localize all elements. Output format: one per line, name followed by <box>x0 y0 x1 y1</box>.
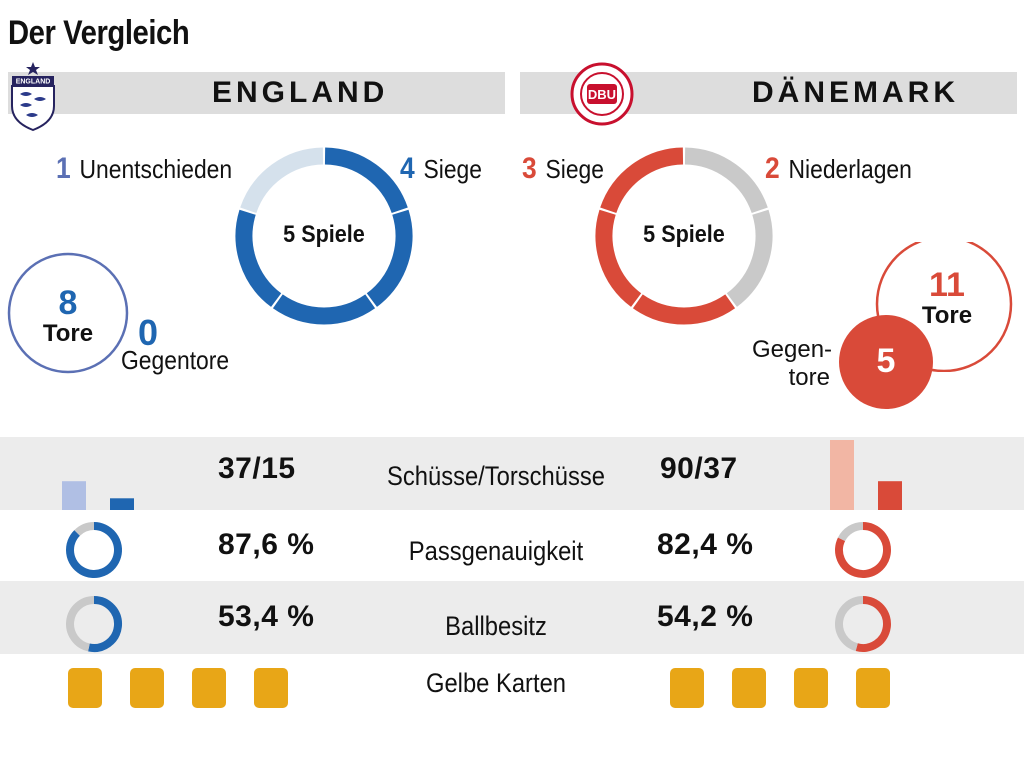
denmark-losses-text: Niederlagen <box>788 154 912 184</box>
england-draws-label: 1 Unentschieden <box>56 152 232 186</box>
denmark-shots-bars <box>830 440 902 510</box>
denmark-win-segment <box>600 147 684 214</box>
denmark-loss-segment <box>684 147 768 214</box>
england-pass-rest-arc <box>74 522 95 536</box>
denmark-goals-label: Tore <box>921 302 973 329</box>
england-possession-value: 53,4 % <box>218 600 315 633</box>
denmark-losses-value: 2 <box>765 152 780 185</box>
england-win-segment <box>366 209 413 307</box>
denmark-win-segment <box>595 209 642 307</box>
england-goals-label: Tore <box>42 320 94 347</box>
england-pass-donut <box>66 522 122 578</box>
denmark-loss-segment <box>726 209 773 307</box>
england-yellow-card <box>254 668 288 708</box>
england-conceded-label: Gegentore <box>121 345 230 375</box>
denmark-crest-logo: DBU <box>570 62 634 126</box>
england-draw-segment <box>240 147 324 214</box>
england-wins-value: 4 <box>400 152 415 185</box>
england-possession-share-arc <box>88 596 122 652</box>
england-header-bar <box>8 72 505 114</box>
denmark-shots-value: 90/37 <box>660 452 738 485</box>
denmark-possession-share-arc <box>855 596 891 652</box>
denmark-win-segment <box>632 294 736 325</box>
denmark-possession-value: 54,2 % <box>657 600 754 633</box>
england-yellow-card <box>130 668 164 708</box>
england-win-segment <box>272 294 376 325</box>
england-shots-bars <box>62 481 134 510</box>
denmark-yellow-card <box>794 668 828 708</box>
england-draws-text: Unentschieden <box>79 154 233 184</box>
possession-label: Ballbesitz <box>445 611 547 641</box>
denmark-yellow-card <box>732 668 766 708</box>
england-ring-center-label: 5 Spiele <box>283 221 365 248</box>
denmark-pass-value: 82,4 % <box>657 528 754 561</box>
england-team-name: ENGLAND <box>212 76 389 109</box>
denmark-wins-value: 3 <box>522 152 537 185</box>
england-shots-value: 37/15 <box>218 452 296 485</box>
denmark-record-ring <box>595 147 773 325</box>
england-crest-text: ENGLAND <box>16 79 51 86</box>
england-wins-label: 4 Siege <box>400 152 482 186</box>
page-title: Der Vergleich <box>8 14 190 52</box>
denmark-shots-on-target-bar <box>878 481 902 510</box>
england-conceded-value: 0 <box>138 312 159 353</box>
england-shots-on-target-bar <box>110 498 134 510</box>
pass-label: Passgenauigkeit <box>408 536 584 566</box>
denmark-yellow-card <box>856 668 890 708</box>
denmark-shots-bar <box>830 440 854 510</box>
denmark-pass-share-arc <box>835 522 891 578</box>
england-yellow-card <box>68 668 102 708</box>
denmark-yellow-card <box>670 668 704 708</box>
denmark-losses-label: 2 Niederlagen <box>765 152 912 186</box>
denmark-wins-text: Siege <box>545 154 605 184</box>
england-win-segment <box>235 209 282 307</box>
england-possession-donut <box>66 596 122 652</box>
denmark-pass-rest-arc <box>837 522 864 542</box>
england-wins-text: Siege <box>423 154 483 184</box>
denmark-goals-value: 11 <box>929 266 965 304</box>
england-pass-share-arc <box>66 522 122 578</box>
england-pass-value: 87,6 % <box>218 528 315 561</box>
england-crest-logo: ENGLAND <box>11 62 55 132</box>
england-goals-value: 8 <box>58 284 78 322</box>
denmark-conceded-label-line2: tore <box>788 364 830 391</box>
denmark-conceded-label-line1: Gegen- <box>752 336 833 363</box>
shots-label: Schüsse/Torschüsse <box>387 461 605 491</box>
denmark-conceded-circle <box>839 315 933 409</box>
england-record-ring <box>235 147 413 325</box>
england-possession-rest-arc <box>66 596 95 652</box>
denmark-possession-rest-arc <box>835 596 864 652</box>
denmark-team-name: DÄNEMARK <box>752 76 959 109</box>
denmark-conceded-value: 5 <box>876 342 896 380</box>
denmark-conceded-label: Gegen- tore <box>752 336 833 392</box>
denmark-possession-donut <box>835 596 891 652</box>
england-shots-bar <box>62 481 86 510</box>
denmark-wins-label: 3 Siege <box>522 152 604 186</box>
denmark-pass-donut <box>835 522 891 578</box>
england-win-segment <box>324 147 408 214</box>
england-yellow-card <box>192 668 226 708</box>
england-goals-circle <box>7 252 129 374</box>
denmark-crest-text: DBU <box>588 87 616 102</box>
denmark-ring-center-label: 5 Spiele <box>643 221 725 248</box>
yellow-cards-label: Gelbe Karten <box>425 668 567 698</box>
england-draws-value: 1 <box>56 152 71 185</box>
